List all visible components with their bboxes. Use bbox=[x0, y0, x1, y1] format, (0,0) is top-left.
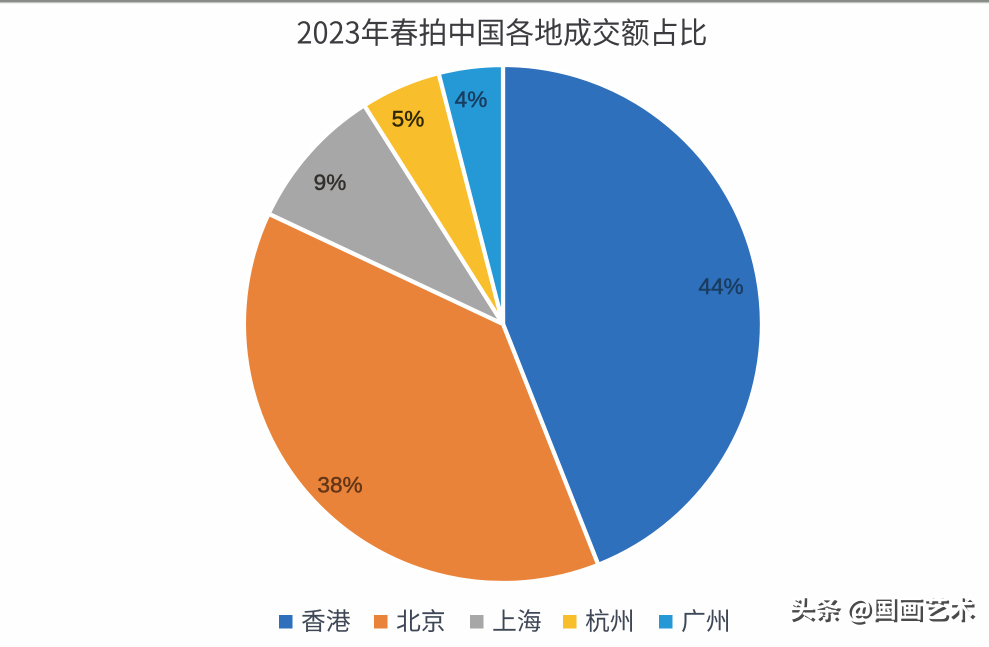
svg-text:44%: 44% bbox=[698, 274, 743, 299]
svg-text:5%: 5% bbox=[392, 106, 425, 131]
svg-text:4%: 4% bbox=[455, 87, 488, 112]
svg-text:38%: 38% bbox=[317, 472, 362, 497]
svg-text:9%: 9% bbox=[314, 170, 347, 195]
